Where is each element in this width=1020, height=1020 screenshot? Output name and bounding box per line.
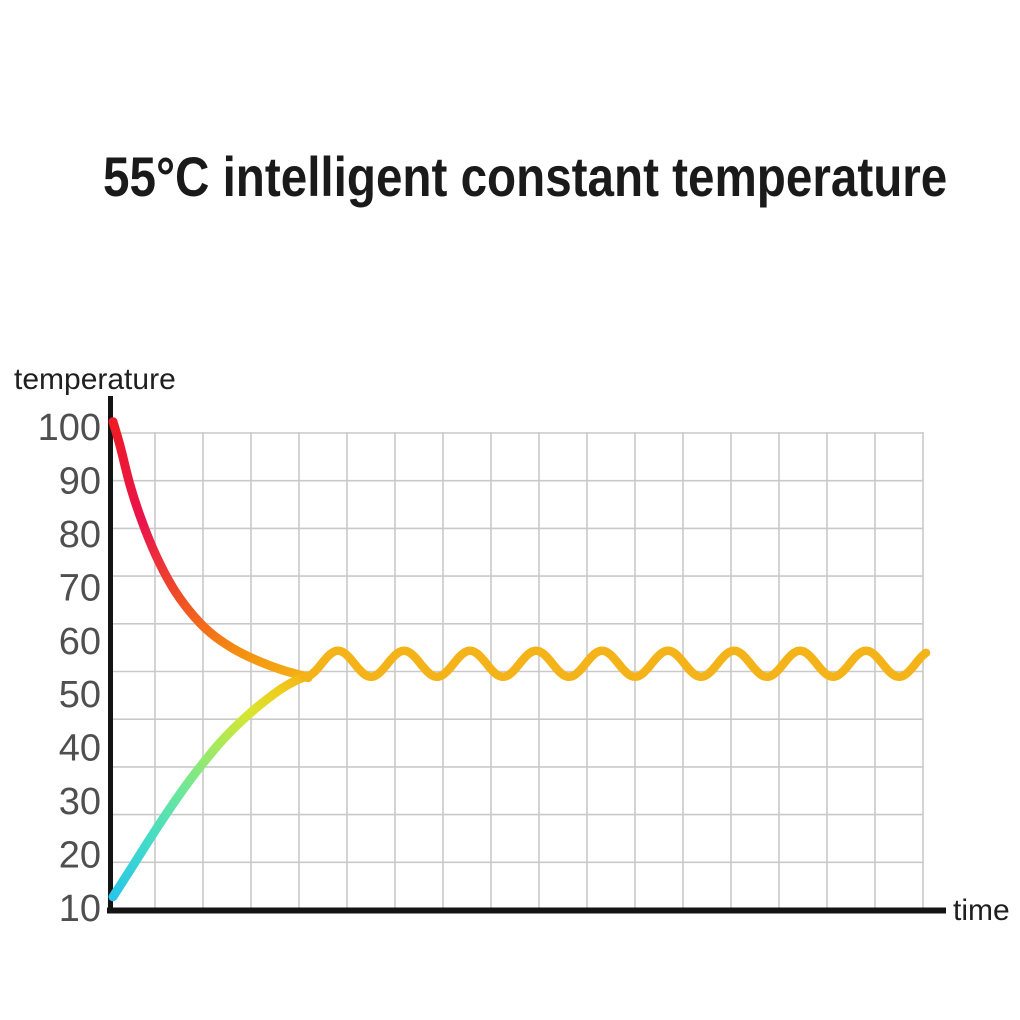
y-tick-label: 40 — [59, 728, 101, 770]
y-tick-label: 60 — [59, 621, 101, 663]
y-tick-labels: 100 90 80 70 60 50 40 30 20 10 — [38, 407, 101, 930]
y-tick-label: 20 — [59, 835, 101, 877]
axes — [107, 396, 946, 914]
y-tick-label: 100 — [38, 407, 101, 449]
constant-temperature-wave — [300, 646, 931, 682]
y-axis-label: temperature — [14, 363, 176, 396]
y-tick-label: 70 — [59, 567, 101, 609]
cooling-curve — [108, 417, 313, 683]
grid-lines — [110, 432, 924, 908]
curves — [108, 417, 931, 902]
heating-curve — [108, 671, 312, 902]
y-tick-label: 90 — [59, 460, 101, 502]
x-axis-label: time — [953, 894, 1010, 927]
y-tick-label: 80 — [59, 514, 101, 556]
y-tick-label: 50 — [59, 674, 101, 716]
y-tick-label: 10 — [59, 888, 101, 930]
y-tick-label: 30 — [59, 781, 101, 823]
page-title: 55°C intelligent constant temperature — [103, 145, 948, 208]
